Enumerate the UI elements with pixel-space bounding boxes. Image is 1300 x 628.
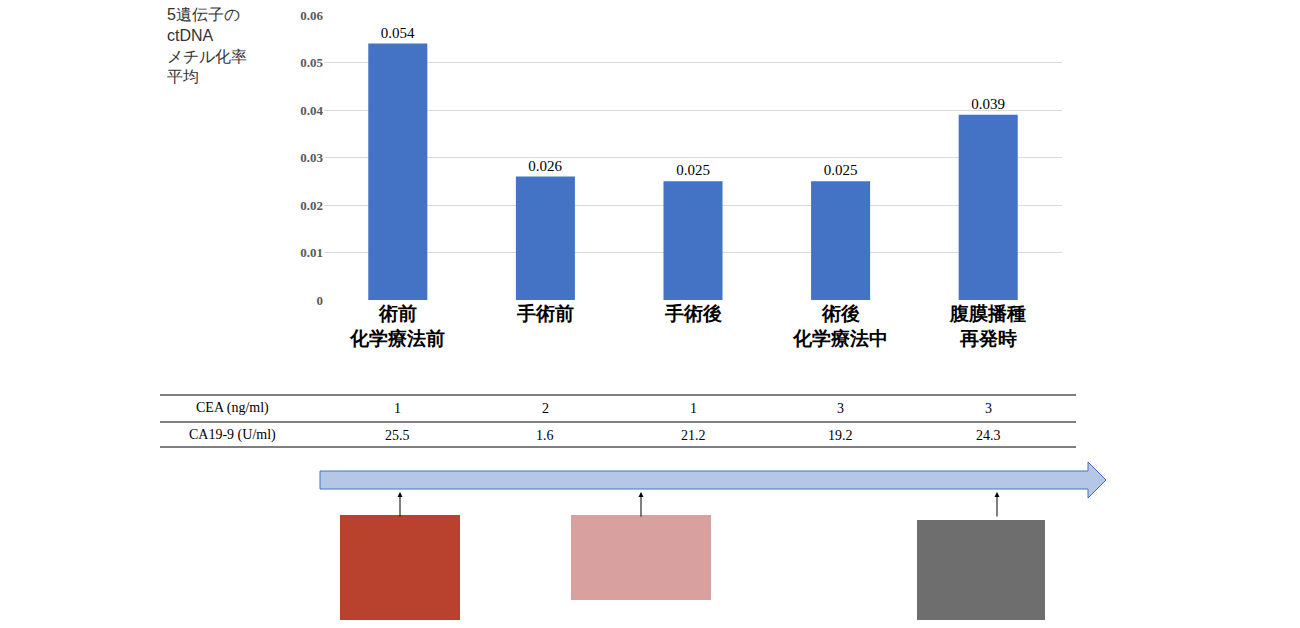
svg-text:0.025: 0.025 bbox=[676, 162, 710, 178]
svg-text:術前化学療法前: 術前化学療法前 bbox=[349, 303, 445, 349]
svg-text:0.03: 0.03 bbox=[300, 150, 323, 165]
svg-text:術後化学療法中: 術後化学療法中 bbox=[792, 303, 888, 349]
svg-text:0.01: 0.01 bbox=[300, 245, 323, 260]
svg-text:0: 0 bbox=[317, 293, 324, 308]
svg-text:0.025: 0.025 bbox=[824, 162, 858, 178]
svg-text:手術前: 手術前 bbox=[516, 303, 574, 324]
svg-text:腹膜播種再発時: 腹膜播種再発時 bbox=[949, 303, 1026, 349]
svg-text:1: 1 bbox=[394, 401, 401, 416]
svg-text:0.02: 0.02 bbox=[300, 198, 323, 213]
svg-text:24.3: 24.3 bbox=[976, 428, 1001, 443]
svg-text:25.5: 25.5 bbox=[385, 428, 410, 443]
svg-text:21.2: 21.2 bbox=[681, 428, 706, 443]
svg-text:0.039: 0.039 bbox=[971, 96, 1005, 112]
svg-text:手術後: 手術後 bbox=[664, 303, 722, 324]
svg-text:0.05: 0.05 bbox=[300, 55, 323, 70]
svg-text:0.054: 0.054 bbox=[381, 25, 415, 41]
svg-text:2: 2 bbox=[542, 401, 549, 416]
svg-text:3: 3 bbox=[985, 401, 992, 416]
svg-text:CA19-9 (U/ml): CA19-9 (U/ml) bbox=[189, 427, 276, 443]
svg-text:1.6: 1.6 bbox=[536, 428, 554, 443]
svg-text:5遺伝子のctDNAメチル化率平均: 5遺伝子のctDNAメチル化率平均 bbox=[167, 6, 247, 85]
svg-text:19.2: 19.2 bbox=[828, 428, 853, 443]
svg-text:3: 3 bbox=[837, 401, 844, 416]
svg-text:0.04: 0.04 bbox=[300, 103, 323, 118]
svg-text:0.06: 0.06 bbox=[300, 8, 323, 23]
svg-text:1: 1 bbox=[690, 401, 697, 416]
svg-text:CEA (ng/ml): CEA (ng/ml) bbox=[196, 400, 269, 416]
svg-text:0.026: 0.026 bbox=[528, 158, 562, 174]
